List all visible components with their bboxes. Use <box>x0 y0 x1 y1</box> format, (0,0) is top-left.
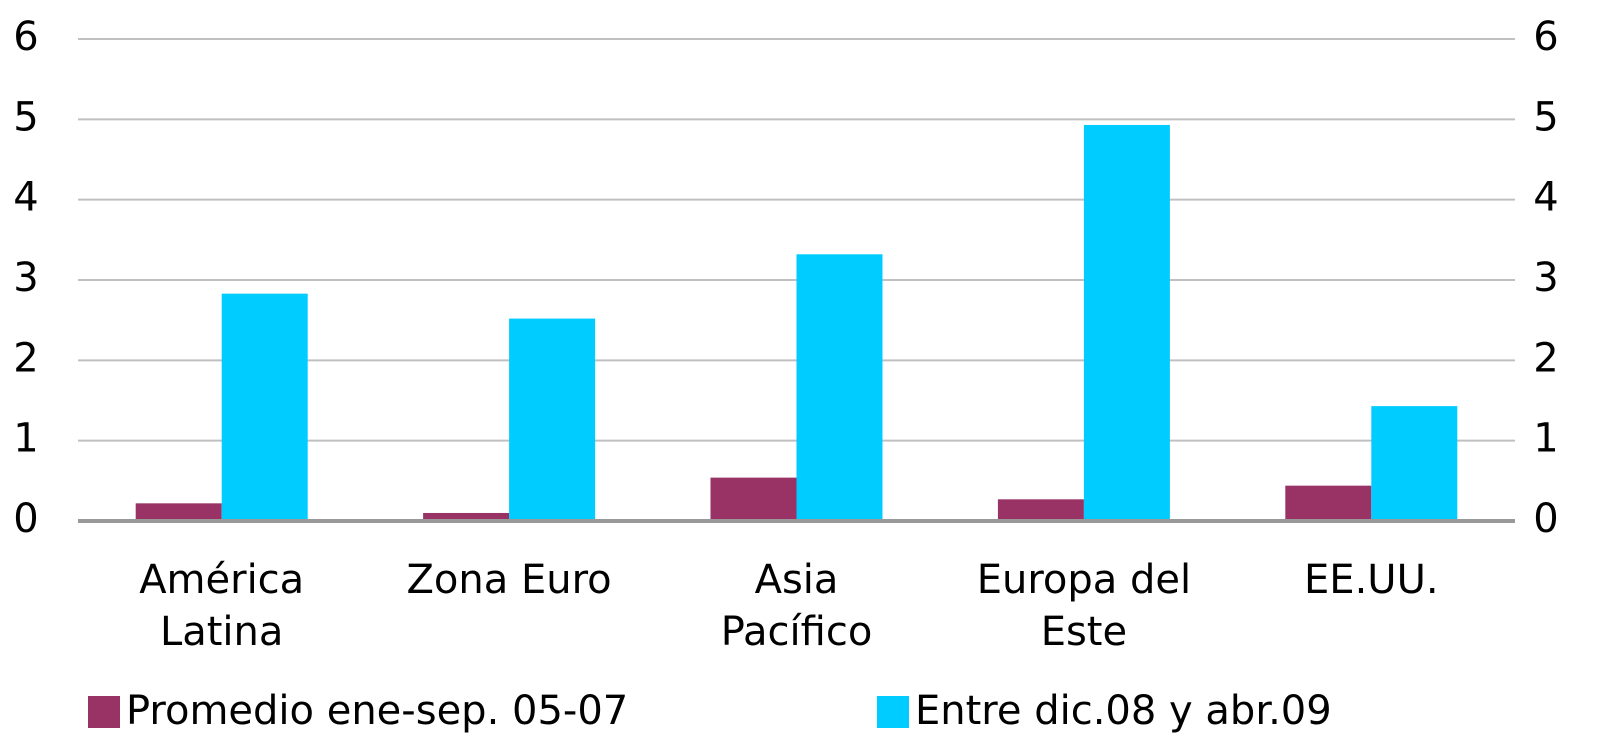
bar <box>997 499 1084 521</box>
x-tick-label: EE.UU. <box>1304 557 1439 603</box>
y2-tick-label: 3 <box>1533 255 1558 301</box>
y2-tick-label: 4 <box>1533 175 1558 221</box>
x-tick-label: América Latina <box>139 557 304 655</box>
y-tick-label: 5 <box>13 94 38 140</box>
y-tick-label: 0 <box>13 496 38 542</box>
bar <box>135 503 222 521</box>
bar <box>796 254 883 521</box>
y-tick-label: 3 <box>13 255 38 301</box>
x-tick-label: Zona Euro <box>407 557 612 603</box>
y2-tick-label: 2 <box>1533 335 1558 381</box>
y-tick-label: 6 <box>13 14 38 60</box>
x-tick-label: Asia Pacífico <box>721 557 873 655</box>
y2-tick-label: 1 <box>1533 416 1558 462</box>
bar <box>1285 485 1372 521</box>
legend-label: Promedio ene-sep. 05-07 <box>126 688 628 734</box>
y-tick-label: 4 <box>13 175 38 221</box>
x-tick-label: Europa del Este <box>977 557 1191 655</box>
bar <box>1083 124 1170 521</box>
y2-tick-label: 5 <box>1533 94 1558 140</box>
y-tick-label: 1 <box>13 416 38 462</box>
legend-swatch <box>877 696 909 728</box>
bar <box>710 477 797 521</box>
y2-tick-label: 0 <box>1533 496 1558 542</box>
legend-label: Entre dic.08 y abr.09 <box>915 688 1332 734</box>
bar <box>1371 406 1458 521</box>
bar <box>221 293 308 521</box>
bar <box>423 512 510 521</box>
legend-swatch <box>88 696 120 728</box>
bar <box>509 318 596 521</box>
y-tick-label: 2 <box>13 335 38 381</box>
y2-tick-label: 6 <box>1533 14 1558 60</box>
